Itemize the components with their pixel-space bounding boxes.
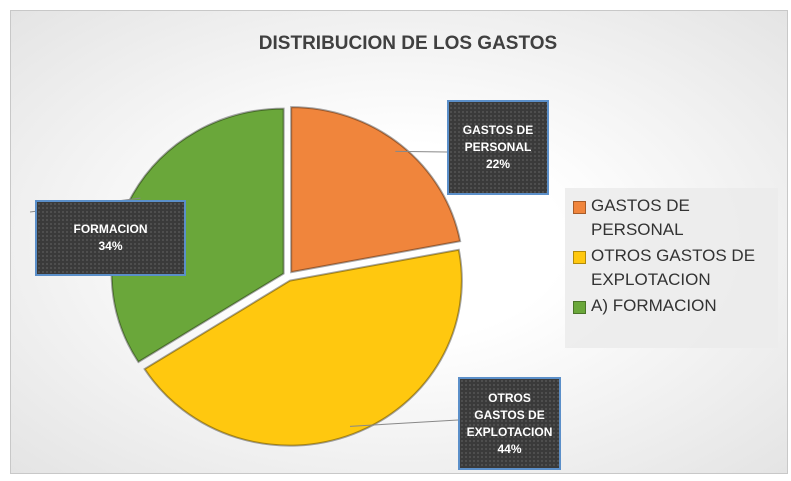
leader-line [349, 419, 459, 427]
pie-slice [110, 107, 285, 364]
legend-swatch [573, 301, 586, 314]
legend-label: A) FORMACION [591, 296, 717, 315]
legend-item: A) FORMACION [573, 294, 770, 318]
data-label-value: 22% [485, 157, 511, 171]
data-label-value: 34% [98, 239, 123, 253]
legend-swatch [573, 251, 586, 264]
legend-swatch [573, 201, 586, 214]
data-label: OTROS GASTOS DE EXPLOTACION 44% [458, 377, 561, 470]
data-label-name: GASTOS DE PERSONAL [462, 123, 534, 154]
chart-title: DISTRIBUCION DE LOS GASTOS [259, 33, 557, 54]
legend-label: OTROS GASTOS DE EXPLOTACION [591, 246, 756, 289]
legend-item: OTROS GASTOS DE EXPLOTACION [573, 244, 770, 292]
leader-line [395, 150, 448, 153]
data-label: GASTOS DE PERSONAL 22% [447, 100, 549, 195]
pie-slice [143, 248, 463, 447]
legend: GASTOS DE PERSONAL OTROS GASTOS DE EXPLOT… [565, 188, 778, 348]
pie-slice [290, 106, 462, 274]
legend-label: GASTOS DE PERSONAL [591, 196, 690, 239]
data-label-value: 44% [497, 441, 522, 456]
data-label-name: OTROS GASTOS DE EXPLOTACION [466, 390, 553, 439]
data-label-name: FORMACION [73, 222, 148, 236]
legend-item: GASTOS DE PERSONAL [573, 194, 770, 242]
data-label: FORMACION 34% [35, 200, 186, 276]
